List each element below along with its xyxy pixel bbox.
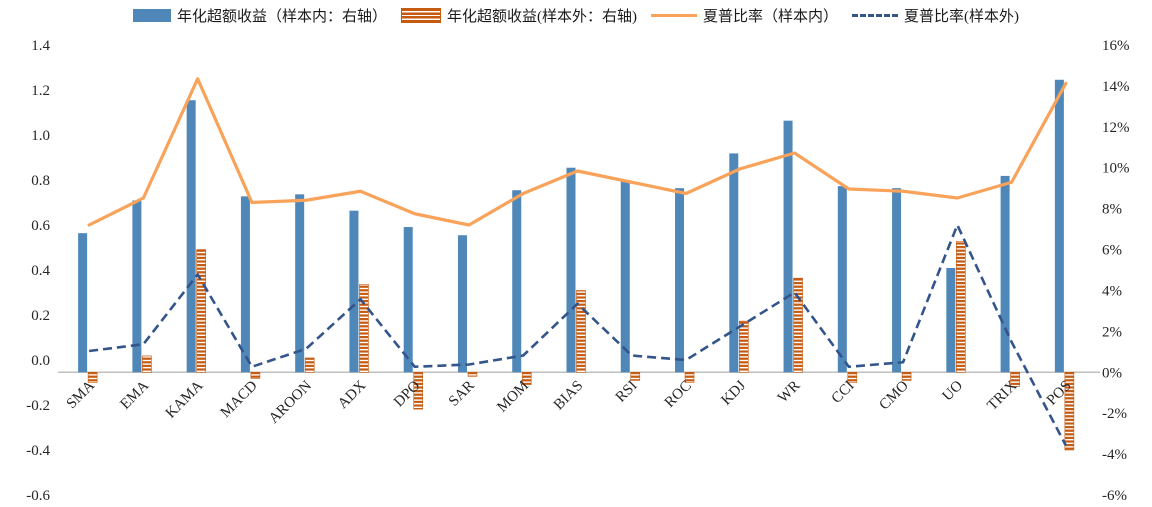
right-axis-tick: 12% [1102, 120, 1130, 136]
left-axis-tick: 0.8 [31, 173, 50, 189]
bar-in-sample [295, 194, 305, 373]
bar-out-sample [467, 371, 478, 377]
category-label: UO [940, 378, 967, 405]
left-axis-tick: 0.0 [31, 353, 50, 369]
category-label: ADX [335, 378, 369, 412]
legend-item-sharpe-out-sample: 夏普比率(样本外) [852, 5, 1019, 26]
right-axis-tick: 16% [1102, 38, 1130, 54]
category-label: AROON [266, 378, 315, 427]
bar-in-sample [457, 235, 467, 373]
category-label: CMO [876, 378, 912, 414]
bar-in-sample [132, 200, 142, 373]
bar-out-sample [250, 371, 261, 379]
bar-in-sample [837, 186, 847, 373]
right-axis-tick: -2% [1102, 406, 1127, 422]
bars-in-sample [78, 79, 1064, 373]
bar-in-sample [240, 196, 250, 373]
bar-out-sample [196, 249, 206, 373]
bar-in-sample [620, 180, 630, 373]
chart-legend: 年化超额收益（样本内：右轴） 年化超额收益(样本外：右轴) 夏普比率（样本内） … [0, 0, 1152, 30]
category-label: BIAS [551, 378, 586, 413]
right-axis-labels: 16% 14% 12% 10% 8% 6% 4% 2% 0% -2% -4% -6% [1102, 38, 1130, 504]
bar-in-sample [512, 190, 522, 373]
right-axis-tick: -6% [1102, 488, 1127, 504]
left-axis-tick: 1.2 [31, 83, 50, 99]
bar-in-sample [1054, 79, 1064, 373]
bar-out-sample [1064, 371, 1075, 451]
right-axis-tick: 8% [1102, 202, 1122, 218]
bar-in-sample [729, 153, 739, 373]
bar-out-sample [630, 371, 641, 381]
bar-out-sample [1010, 371, 1020, 387]
right-axis-tick: -4% [1102, 447, 1127, 463]
bar-in-sample [78, 233, 88, 373]
sharpe-in-sample-line [87, 77, 1068, 227]
right-axis-tick: 6% [1102, 243, 1122, 259]
bar-out-sample [684, 371, 695, 383]
bars-out-sample [87, 241, 1075, 451]
left-axis-tick: 0.6 [31, 218, 50, 234]
category-label: SMA [64, 378, 98, 412]
dashed-line-swatch-icon [852, 13, 899, 17]
bar-in-sample [892, 188, 902, 373]
category-label: KDJ [718, 378, 749, 409]
legend-label-excess-return-in-sample: 年化超额收益（样本内：右轴） [176, 8, 387, 25]
category-label: WR [775, 378, 803, 406]
bar-in-sample [566, 167, 576, 373]
solid-line-swatch-icon [651, 13, 697, 17]
category-label: MACD [218, 378, 261, 421]
category-labels: SMA EMA KAMA MACD AROON ADX DPO SAR MOM BIAS RSI RO… [64, 378, 1075, 427]
right-axis-tick: 2% [1102, 324, 1122, 340]
legend-label-sharpe-out-sample: 夏普比率(样本外) [904, 8, 1020, 25]
chart-area: 1.4 1.2 1.0 0.8 0.6 0.4 0.2 0.0 -0.2 -0.4 -0.6 16% 1… [0, 30, 1152, 507]
bar-out-sample [142, 355, 152, 373]
right-axis-tick: 0% [1102, 365, 1122, 381]
right-axis-tick: 4% [1102, 283, 1122, 299]
legend-item-excess-return-in-sample: 年化超额收益（样本内：右轴） [132, 5, 387, 26]
bar-out-sample [956, 241, 966, 373]
bar-out-sample [413, 371, 424, 410]
bar-out-sample [521, 371, 532, 385]
left-axis-tick: 0.4 [31, 263, 50, 279]
left-axis-tick: 1.4 [31, 38, 50, 54]
blue-bar-swatch-icon [132, 8, 171, 22]
left-axis-tick: -0.4 [26, 443, 50, 459]
bar-out-sample [359, 284, 369, 373]
category-label: RSI [613, 378, 641, 406]
bar-out-sample [87, 371, 98, 383]
category-label: KAMA [163, 378, 207, 422]
right-axis-tick: 10% [1102, 161, 1130, 177]
bar-in-sample [403, 227, 413, 373]
left-axis-tick: 1.0 [31, 128, 50, 144]
bar-in-sample [349, 210, 359, 373]
bar-in-sample [186, 100, 196, 373]
left-axis-tick: -0.6 [26, 488, 50, 504]
left-axis-tick: -0.2 [26, 398, 50, 414]
combo-chart: 1.41.21.00.80.60.40.20.0-0.2-0.4-0.616%1… [26, 38, 1130, 504]
right-axis-tick: 14% [1102, 79, 1130, 95]
bar-in-sample [946, 267, 956, 373]
legend-label-excess-return-out-sample: 年化超额收益(样本外：右轴) [447, 8, 637, 25]
bar-out-sample [738, 320, 749, 373]
bar-out-sample [901, 371, 912, 381]
category-label: SAR [446, 378, 478, 410]
striped-bar-swatch-icon [401, 7, 441, 23]
sharpe-out-sample-line [88, 223, 1068, 447]
legend-item-sharpe-in-sample: 夏普比率（样本内） [651, 5, 838, 26]
bar-out-sample [304, 357, 315, 373]
bar-out-sample [847, 371, 858, 383]
bar-out-sample [793, 277, 803, 373]
category-label: EMA [117, 378, 152, 413]
left-axis-labels: 1.4 1.2 1.0 0.8 0.6 0.4 0.2 0.0 -0.2 -0.4 -0.6 [26, 38, 50, 504]
bar-in-sample [783, 120, 793, 373]
left-axis-tick: 0.2 [31, 308, 50, 324]
bar-in-sample [1000, 175, 1010, 373]
category-label: MOM [494, 378, 532, 416]
bar-out-sample [576, 290, 586, 373]
legend-item-excess-return-out-sample: 年化超额收益(样本外：右轴) [401, 5, 637, 26]
legend-label-sharpe-in-sample: 夏普比率（样本内） [703, 8, 839, 25]
bar-in-sample [675, 188, 685, 373]
